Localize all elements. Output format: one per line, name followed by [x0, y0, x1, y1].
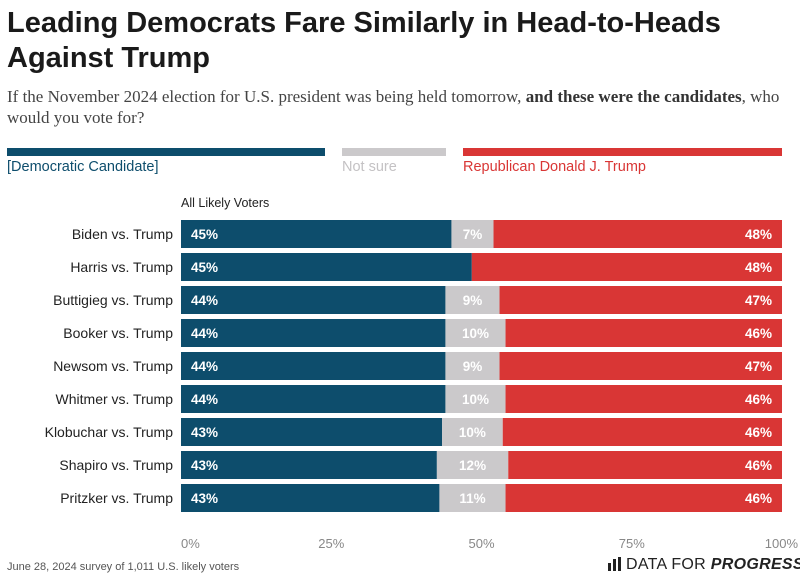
survey-footnote: June 28, 2024 survey of 1,011 U.S. likel… — [7, 561, 240, 573]
trump-bar — [493, 220, 782, 248]
trump-bar — [499, 352, 782, 380]
category-label: Shapiro vs. Trump — [59, 457, 173, 473]
category-label: Klobuchar vs. Trump — [45, 424, 174, 440]
category-label: Booker vs. Trump — [63, 325, 173, 341]
democratic-bar — [181, 352, 446, 380]
democratic-bar — [181, 319, 446, 347]
not-sure-bar — [445, 319, 506, 347]
legend-label-not-sure: Not sure — [342, 159, 397, 175]
democratic-value-label: 44% — [191, 392, 218, 407]
not-sure-value-label: 11% — [459, 491, 485, 506]
trump-bar — [471, 253, 782, 281]
not-sure-value-label: 7% — [463, 227, 483, 242]
democratic-value-label: 44% — [191, 326, 218, 341]
not-sure-bar — [445, 352, 500, 380]
category-label: Pritzker vs. Trump — [60, 490, 173, 506]
democratic-bar — [181, 286, 446, 314]
category-label: Newsom vs. Trump — [53, 358, 173, 374]
not-sure-bar — [451, 220, 494, 248]
trump-bar — [505, 484, 782, 512]
not-sure-value-label: 9% — [463, 293, 483, 308]
not-sure-bar — [445, 286, 500, 314]
democratic-bar — [181, 484, 440, 512]
trump-value-label: 48% — [745, 227, 772, 242]
trump-value-label: 46% — [745, 425, 772, 440]
trump-bar — [505, 319, 782, 347]
x-tick-label: 100% — [765, 536, 799, 550]
subtitle-text-end: , who would you vote for? — [7, 87, 780, 127]
chart-subtitle: If the November 2024 election for U.S. p… — [7, 86, 787, 128]
trump-bar — [502, 418, 782, 446]
trump-bar — [505, 385, 782, 413]
democratic-value-label: 43% — [191, 425, 218, 440]
democratic-bar — [181, 253, 472, 281]
democratic-bar — [181, 385, 446, 413]
democratic-value-label: 44% — [191, 359, 218, 374]
democratic-value-label: 43% — [191, 491, 218, 506]
chart-title: Leading Democrats Fare Similarly in Head… — [7, 7, 721, 74]
stacked-bar-chart: Biden vs. Trump 45% 7% 48% Harris vs. Trump 4… — [45, 220, 799, 550]
trump-bar — [508, 451, 782, 479]
not-sure-bar — [439, 484, 506, 512]
category-label: Buttigieg vs. Trump — [53, 292, 173, 308]
trump-bar — [499, 286, 782, 314]
brand-text-bold: PROGRESS — [710, 556, 800, 573]
not-sure-bar — [442, 418, 503, 446]
democratic-value-label: 44% — [191, 293, 218, 308]
not-sure-value-label: 10% — [462, 326, 489, 341]
brand-logo: DATA FOR PROGRESS — [608, 556, 800, 576]
legend-swatch-not-sure — [342, 148, 446, 156]
democratic-value-label: 45% — [191, 260, 218, 275]
subtitle-text-bold: and these were the candidates — [525, 87, 742, 106]
brand-text-regular: DATA FOR — [626, 556, 711, 573]
trump-value-label: 46% — [745, 491, 772, 506]
democratic-value-label: 43% — [191, 458, 218, 473]
not-sure-value-label: 10% — [459, 425, 486, 440]
legend-label-trump: Republican Donald J. Trump — [463, 159, 646, 175]
democratic-bar — [181, 418, 443, 446]
x-tick-label: 0% — [181, 536, 200, 550]
democratic-value-label: 45% — [191, 227, 218, 242]
legend-swatch-democratic — [7, 148, 325, 156]
not-sure-value-label: 12% — [459, 458, 486, 473]
category-label: Biden vs. Trump — [72, 226, 173, 242]
not-sure-value-label: 10% — [462, 392, 489, 407]
category-label: Whitmer vs. Trump — [56, 391, 174, 407]
not-sure-value-label: 9% — [463, 359, 483, 374]
not-sure-bar — [445, 385, 506, 413]
x-tick-label: 75% — [619, 536, 645, 550]
not-sure-bar — [436, 451, 509, 479]
category-label: Harris vs. Trump — [70, 259, 173, 275]
group-label: All Likely Voters — [181, 196, 270, 210]
x-tick-label: 25% — [318, 536, 344, 550]
democratic-bar — [181, 220, 452, 248]
bar-chart-icon — [608, 557, 622, 576]
x-tick-label: 50% — [468, 536, 494, 550]
trump-value-label: 46% — [745, 458, 772, 473]
democratic-bar — [181, 451, 437, 479]
trump-value-label: 46% — [745, 392, 772, 407]
subtitle-text-start: If the November 2024 election for U.S. p… — [7, 87, 526, 106]
trump-value-label: 47% — [745, 293, 772, 308]
trump-value-label: 48% — [745, 260, 772, 275]
trump-value-label: 47% — [745, 359, 772, 374]
trump-value-label: 46% — [745, 326, 772, 341]
legend-label-democratic: [Democratic Candidate] — [7, 159, 159, 175]
legend-swatch-trump — [463, 148, 782, 156]
